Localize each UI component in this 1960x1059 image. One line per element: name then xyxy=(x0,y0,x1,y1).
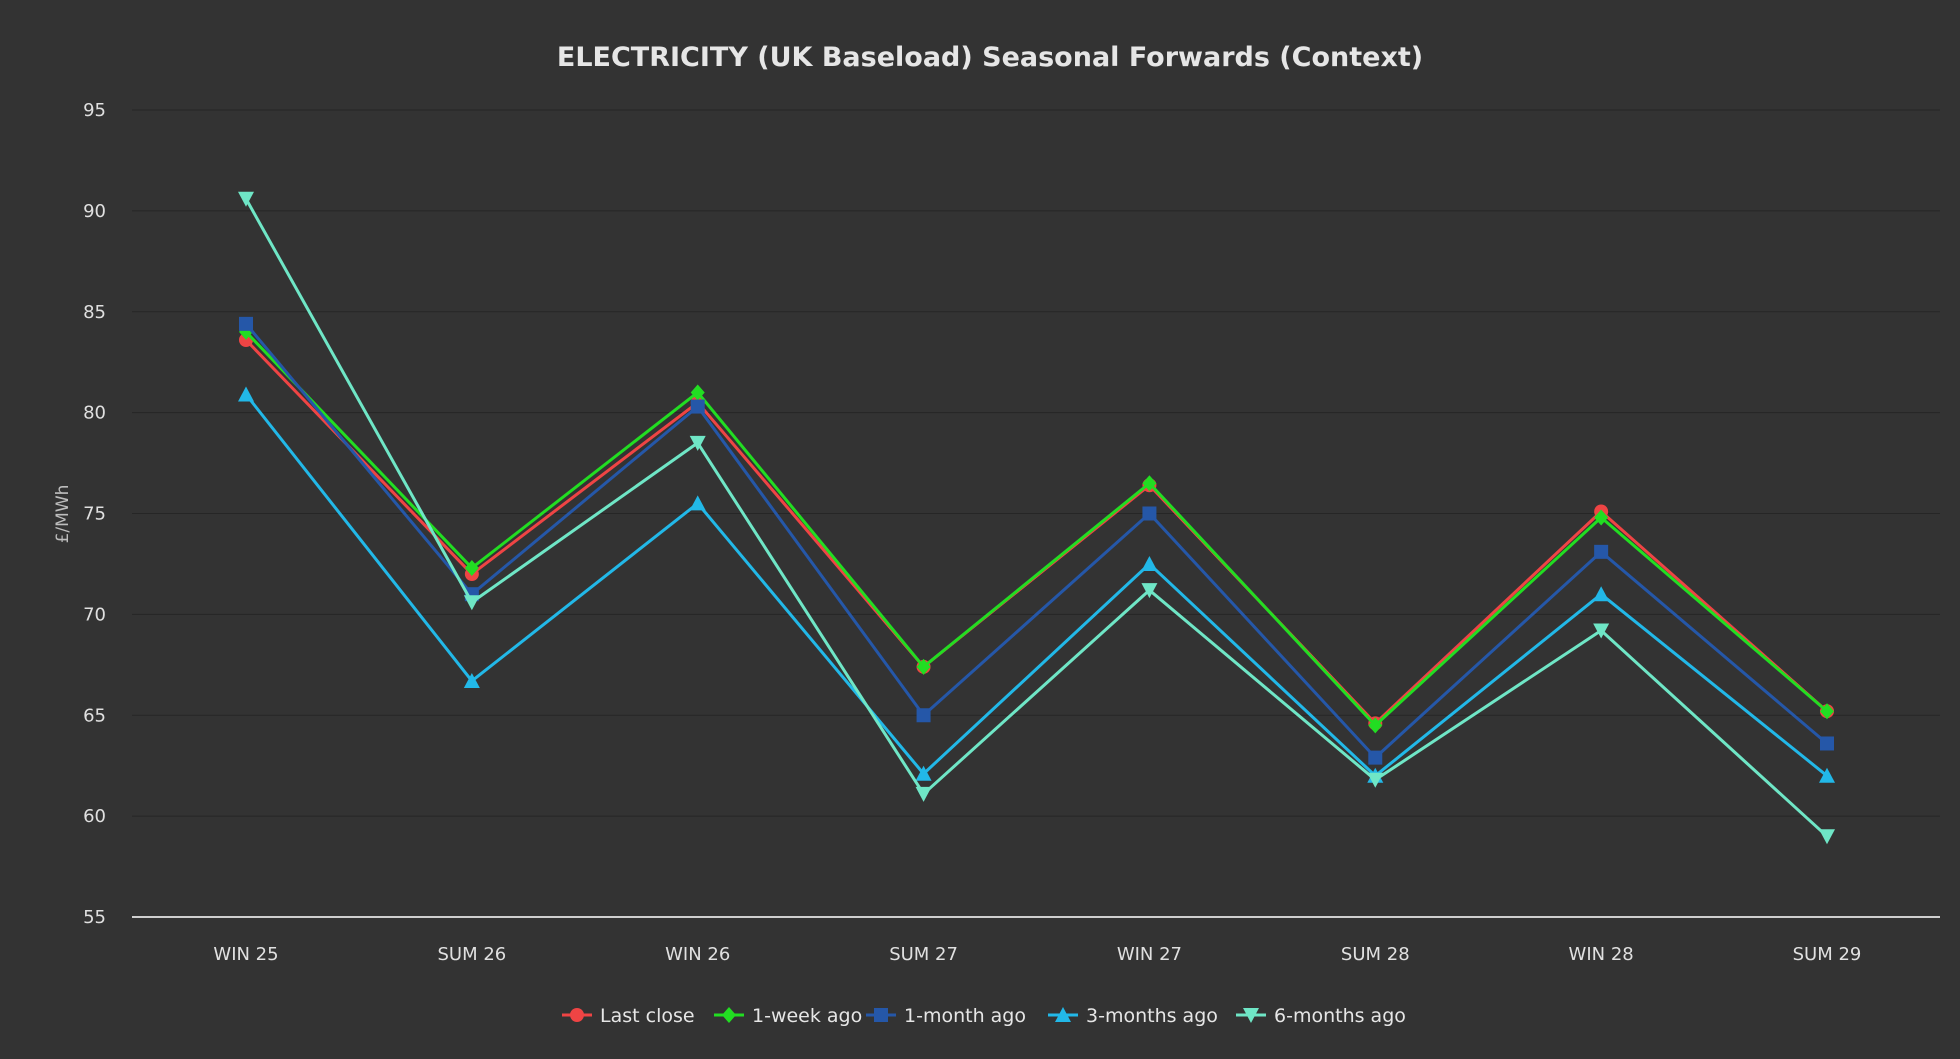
y-axis-title: £/MWh xyxy=(53,485,73,544)
series-3 xyxy=(238,386,1835,783)
x-tick-label: SUM 28 xyxy=(1341,944,1410,965)
data-point[interactable] xyxy=(1368,717,1383,734)
data-point[interactable] xyxy=(1819,829,1835,845)
y-tick-label: 80 xyxy=(83,403,106,424)
series-line[interactable] xyxy=(244,198,1829,838)
data-point[interactable] xyxy=(238,386,254,402)
legend-label: Last close xyxy=(600,1005,695,1027)
x-tick-label: WIN 27 xyxy=(1117,944,1182,965)
legend-marker-icon xyxy=(1243,1008,1259,1023)
data-point[interactable] xyxy=(689,435,706,451)
data-point[interactable] xyxy=(1142,475,1157,492)
data-point[interactable] xyxy=(1368,750,1383,765)
data-point[interactable] xyxy=(1820,703,1834,720)
data-point[interactable] xyxy=(1367,772,1384,788)
y-tick-label: 60 xyxy=(83,806,106,827)
x-tick-label: SUM 27 xyxy=(889,944,958,965)
legend-item[interactable]: 1-month ago xyxy=(866,1005,1026,1027)
series-line[interactable] xyxy=(244,330,1828,727)
data-point[interactable] xyxy=(1819,767,1835,783)
series-1 xyxy=(239,323,1834,734)
legend-label: 3-months ago xyxy=(1086,1005,1218,1027)
x-tick-label: SUM 26 xyxy=(437,944,506,965)
legend-item[interactable]: Last close xyxy=(562,1005,695,1027)
y-tick-label: 90 xyxy=(83,201,106,222)
data-point[interactable] xyxy=(1593,623,1610,639)
data-point[interactable] xyxy=(1141,555,1158,571)
data-point[interactable] xyxy=(238,191,254,207)
data-point[interactable] xyxy=(915,786,932,802)
data-point[interactable] xyxy=(1141,583,1158,599)
data-point[interactable] xyxy=(690,384,705,401)
data-point[interactable] xyxy=(689,495,706,511)
legend-marker-icon xyxy=(1055,1007,1071,1022)
legend-marker-icon xyxy=(570,1008,584,1022)
legend-label: 1-week ago xyxy=(752,1005,862,1027)
y-tick-label: 75 xyxy=(83,504,106,525)
y-tick-label: 70 xyxy=(83,604,106,625)
legend-item[interactable]: 1-week ago xyxy=(714,1005,862,1027)
series-line[interactable] xyxy=(244,338,1828,725)
data-point[interactable] xyxy=(916,658,931,675)
legend-marker-icon xyxy=(874,1008,888,1022)
gridlines xyxy=(132,109,1940,817)
data-point[interactable] xyxy=(690,399,705,414)
data-point[interactable] xyxy=(463,595,480,611)
chart-title: ELECTRICITY (UK Baseload) Seasonal Forwa… xyxy=(557,42,1423,73)
data-point[interactable] xyxy=(1820,736,1834,751)
legend-label: 1-month ago xyxy=(904,1005,1026,1027)
x-tick-label: WIN 26 xyxy=(665,944,730,965)
data-point[interactable] xyxy=(463,672,480,688)
series-4 xyxy=(238,191,1835,845)
series-2 xyxy=(239,316,1834,765)
y-tick-label: 85 xyxy=(83,302,106,323)
series-line[interactable] xyxy=(244,322,1828,760)
x-tick-label: SUM 29 xyxy=(1793,944,1862,965)
data-point[interactable] xyxy=(916,708,931,723)
axes: 55 60 65 70 75 80 85 90 95 WIN 25 SUM 26 WIN 26 SUM … xyxy=(83,100,1940,965)
series-group xyxy=(238,191,1835,845)
x-tick-label: WIN 28 xyxy=(1569,944,1634,965)
data-point[interactable] xyxy=(1594,509,1609,526)
series-line[interactable] xyxy=(244,393,1828,778)
legend[interactable]: Last close 1-week ago 1-month ago 3-months … xyxy=(562,1005,1406,1027)
legend-label: 6-months ago xyxy=(1274,1005,1406,1027)
data-point[interactable] xyxy=(1142,506,1157,521)
y-tick-label: 95 xyxy=(83,100,106,121)
legend-marker-icon xyxy=(722,1007,736,1023)
data-point[interactable] xyxy=(239,316,253,331)
legend-item[interactable]: 3-months ago xyxy=(1048,1005,1218,1027)
data-point[interactable] xyxy=(915,765,932,781)
data-point[interactable] xyxy=(1593,586,1610,602)
y-tick-label: 55 xyxy=(83,907,106,928)
data-point[interactable] xyxy=(1594,544,1609,559)
data-point[interactable] xyxy=(464,559,479,576)
legend-item[interactable]: 6-months ago xyxy=(1236,1005,1406,1027)
x-tick-label: WIN 25 xyxy=(213,944,278,965)
y-tick-label: 65 xyxy=(83,705,106,726)
